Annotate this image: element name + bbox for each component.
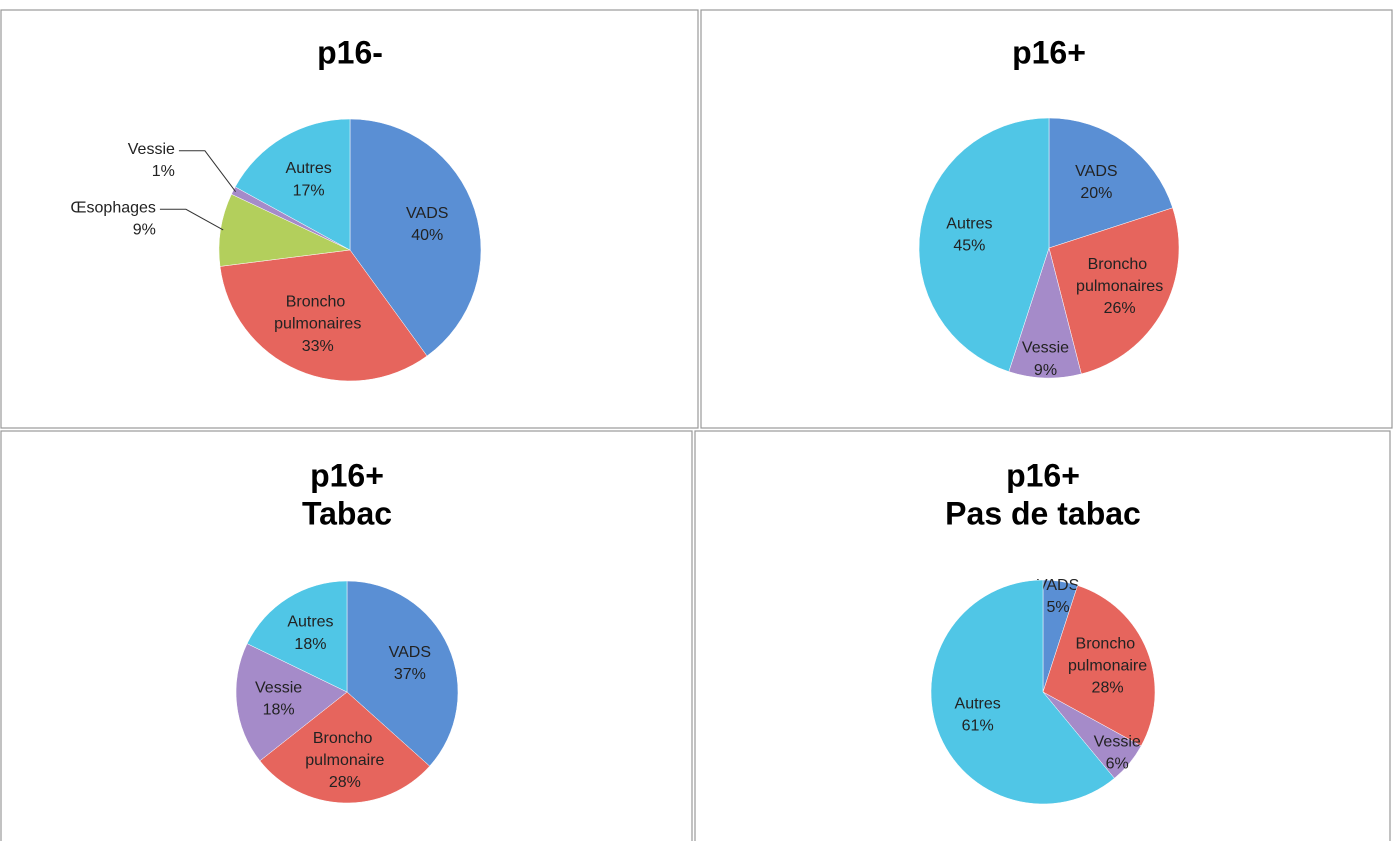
slice-label: Vessie [255,680,302,697]
pie-slice [349,118,482,357]
pie-slice [1042,585,1156,747]
slice-label-line: Broncho [313,730,377,747]
slice-label-line: pulmonaires [274,316,361,333]
value-label: 17% [293,182,325,199]
pie-slice [918,117,1050,372]
value-label: 20% [1080,185,1112,202]
value-label: 33% [302,338,334,355]
slice-label-line: Vessie [1094,734,1141,751]
pie-slice [1048,207,1180,375]
value-label: 9% [1034,362,1057,379]
slice-label-line: Vessie [1022,340,1069,357]
slice-label-line: VADS [406,205,448,222]
slice-label: VADS [1075,163,1117,180]
leader-line [159,208,224,231]
slice-label-line: Vessie [128,141,175,158]
slice-label: Œsophages [71,199,156,216]
slice-label: Vessie [128,141,175,158]
value-label: 9% [133,221,156,238]
chart-title: p16+ [1006,457,1080,493]
slice-label-line: Œsophages [71,199,156,216]
value-label: 28% [329,774,361,791]
slice-label-line: Autres [946,216,992,233]
slice-label-line: Broncho [286,294,350,311]
value-label: 61% [962,718,994,735]
slice-label-line: VADS [1037,577,1079,594]
slice-label-line: pulmonaire [305,752,384,769]
slice-label: Autres [287,614,333,631]
value-label: 18% [294,636,326,653]
pie-slice [219,249,428,382]
pie-slice [246,580,348,693]
value-label: 45% [953,238,985,255]
value-label: 28% [1092,680,1124,697]
slice-label: Broncho pulmonaires [274,294,361,333]
slice-label-line: Autres [287,614,333,631]
pie-slice [930,579,1115,805]
chart-title: p16+ [1012,34,1086,70]
value-label: 18% [263,702,295,719]
slice-label: Vessie [1022,340,1069,357]
pie-slice [259,691,430,804]
slice-label-line: Broncho [1076,636,1140,653]
slice-label: VADS [406,205,448,222]
leader-line [178,150,237,193]
value-label: 40% [411,227,443,244]
chart-subtitle: Pas de tabac [945,495,1141,531]
slice-label: Broncho pulmonaire [1068,636,1147,675]
slice-label-line: VADS [389,644,431,661]
slice-label-line: pulmonaires [1076,278,1163,295]
value-label: 5% [1047,599,1070,616]
slice-label-line: Broncho [1088,256,1152,273]
slice-label: VADS [1037,577,1079,594]
slice-label: Autres [286,160,332,177]
slice-label: Autres [946,216,992,233]
slice-label: VADS [389,644,431,661]
value-label: 37% [394,666,426,683]
value-label: 6% [1106,756,1129,773]
slice-label: Broncho pulmonaires [1076,256,1163,295]
chart-title: p16+ [310,457,384,493]
value-label: 1% [152,163,175,180]
pie-slice [346,580,459,767]
slice-label: Vessie [1094,734,1141,751]
pie-slice [235,643,348,762]
slice-label-line: VADS [1075,163,1117,180]
pie-slice [234,118,351,251]
slice-label-line: Vessie [255,680,302,697]
slice-label-line: Autres [955,696,1001,713]
chart-title: p16- [317,34,383,70]
pie-slice [1048,117,1173,249]
slice-label-line: Autres [286,160,332,177]
slice-label-line: pulmonaire [1068,658,1147,675]
chart-subtitle: Tabac [302,495,392,531]
slice-label: Broncho pulmonaire [305,730,384,769]
slice-label: Autres [955,696,1001,713]
value-label: 26% [1104,300,1136,317]
